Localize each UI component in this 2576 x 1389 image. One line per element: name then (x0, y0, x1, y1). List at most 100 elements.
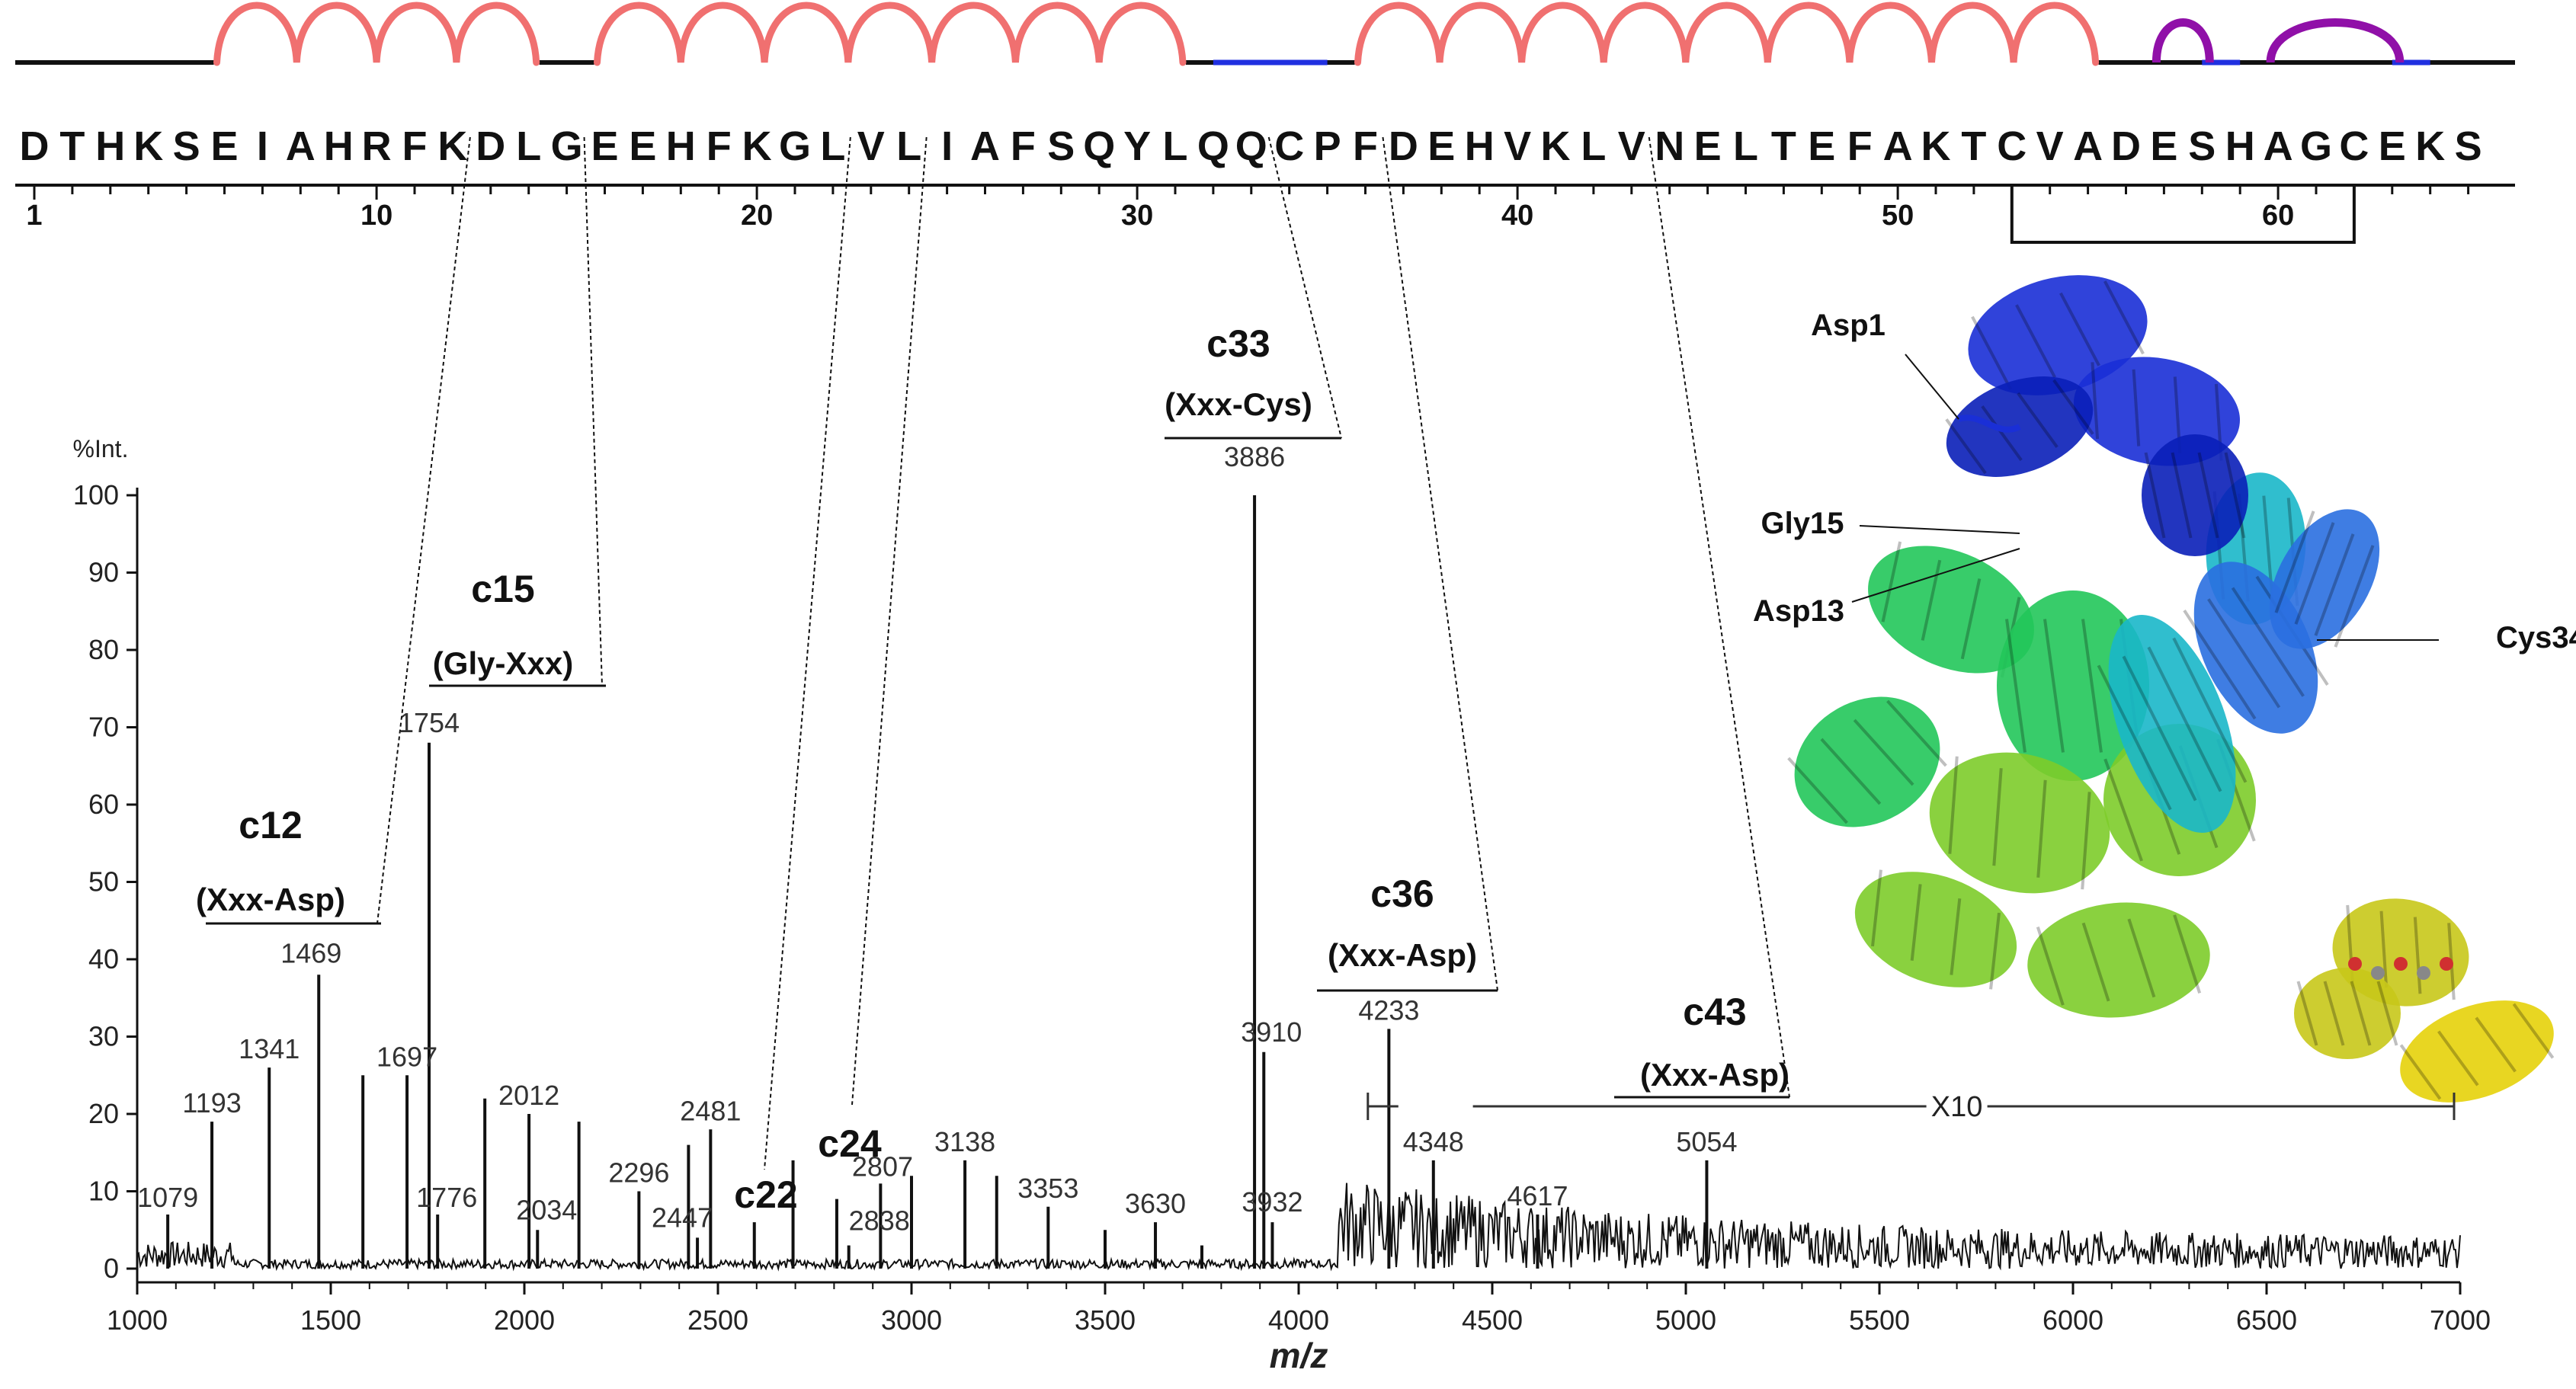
helix-shade (2296, 981, 2318, 1046)
helix-shade (2147, 646, 2222, 792)
peak-label: 2447 (652, 1202, 713, 1233)
sequence-residue: Q (1083, 123, 1115, 169)
peak-label: 3886 (1224, 441, 1285, 472)
helix-shade (1960, 578, 1982, 660)
helix-shade (2015, 304, 2056, 379)
y-tick-label: 70 (88, 712, 119, 743)
sequence-residue: A (1883, 123, 1913, 169)
sequence-residue: F (1847, 123, 1873, 169)
helix-shade (2413, 917, 2422, 994)
helix-shade (2081, 792, 2091, 890)
ligand-atom (2348, 957, 2362, 971)
sequence-residue: Y (1123, 123, 1151, 169)
helix-shade (2437, 1030, 2479, 1087)
helix-shade (2103, 758, 2143, 862)
helix-shade (1921, 559, 1942, 641)
helix-shade (2475, 1016, 2517, 1073)
helix-shade (2172, 637, 2248, 783)
helix-1 (213, 2, 540, 66)
sequence-residue: R (362, 123, 392, 169)
sequence-residue: L (516, 123, 541, 169)
y-tick-label: 20 (88, 1098, 119, 1129)
sequence-residue: H (324, 123, 354, 169)
sequence-residue: L (1163, 123, 1188, 169)
y-axis-title: %Int. (73, 435, 129, 462)
sequence-residue: L (896, 123, 921, 169)
residue-number: 30 (1121, 200, 1153, 232)
helix-shade (2144, 452, 2166, 539)
peak-label: 2034 (516, 1194, 577, 1225)
ion-bond: (Xxx-Asp) (1640, 1057, 1789, 1093)
y-tick-label: 60 (88, 789, 119, 820)
ion-annotations: c12 (Xxx-Asp) c15 (Gly-Xxx) c22 c24 c33 (Xxx-Cy… (196, 136, 1790, 1216)
helix-shade (1820, 738, 1882, 805)
sequence-residue: A (2264, 123, 2293, 169)
helix-shade (2005, 619, 2027, 753)
helix-ribbon (1997, 590, 2149, 781)
residue-number: 60 (2262, 200, 2294, 232)
helix-shade (1945, 418, 1987, 475)
ion-name: c43 (1683, 991, 1746, 1033)
sequence-residue: C (2339, 123, 2369, 169)
sequence-residue: N (1655, 123, 1684, 169)
ligand-atom (2440, 957, 2453, 971)
helix-2 (594, 2, 1187, 66)
helix-ribbon (1929, 752, 2110, 894)
x-tick-label: 6500 (2236, 1304, 2297, 1336)
ion-name: c36 (1370, 872, 1434, 915)
helix-shade (2334, 545, 2375, 648)
helix-ribbon (2294, 968, 2401, 1059)
helix-shade (2036, 779, 2047, 878)
ion-link-line (1382, 136, 1498, 991)
x-tick-label: 1500 (300, 1304, 361, 1336)
sequence-residue: L (1733, 123, 1758, 169)
ion-link-line (764, 136, 851, 1170)
helix-ribbon (2142, 434, 2248, 556)
ion-link-line (376, 136, 471, 924)
residue-number: 1 (26, 200, 42, 232)
helix-gap (594, 58, 1186, 67)
helix-shade (2376, 981, 2398, 1046)
sequence-residue: I (257, 123, 268, 169)
helix-shade (2132, 369, 2141, 446)
ion-bond: (Xxx-Asp) (1328, 937, 1477, 973)
helix-shade (2036, 926, 2065, 1006)
ion-link-line (851, 136, 928, 1106)
helix-shade (2059, 292, 2100, 366)
helix-shade (1787, 757, 1848, 824)
structure-pointer (1851, 548, 2020, 603)
ion-name: c15 (471, 568, 534, 610)
helix-shade (2231, 587, 2305, 697)
helix-shade (1948, 756, 1959, 854)
helix-shade (2043, 619, 2065, 753)
ion-name: c33 (1206, 322, 1270, 365)
sequence-residue: I (941, 123, 953, 169)
structure-pointer (1859, 525, 2020, 534)
protein-structure: Asp1 Gly15 Asp13 Cys34 (1753, 275, 2576, 1103)
sequence-residue: D (476, 123, 505, 169)
ligand-atom (2371, 966, 2385, 980)
residue-label: Cys34 (2496, 621, 2576, 654)
sequence-residue: E (2150, 123, 2177, 169)
peak-label: 3138 (934, 1126, 995, 1157)
sequence-residue: E (1427, 123, 1455, 169)
sequence-residue: K (1541, 123, 1571, 169)
helix-shade (2224, 452, 2246, 539)
helix-shade (2097, 664, 2172, 811)
structure-pointer (1905, 354, 1959, 420)
y-tick-label: 80 (88, 634, 119, 665)
sequence-residue: K (133, 123, 163, 169)
sequence-residue: T (1961, 123, 1986, 169)
helix-shade (1886, 699, 1947, 767)
sequence-residue: H (666, 123, 696, 169)
helix-shade (2207, 598, 2281, 709)
x-tick-label: 5500 (1849, 1304, 1910, 1336)
peak-label: 2481 (680, 1095, 741, 1126)
ion-link-line (1267, 136, 1342, 439)
spectrum-noise (136, 1183, 2461, 1272)
ion-bond: (Xxx-Asp) (196, 882, 345, 917)
x-tick-label: 4000 (1268, 1304, 1329, 1336)
sequence-residue: E (1694, 123, 1722, 169)
